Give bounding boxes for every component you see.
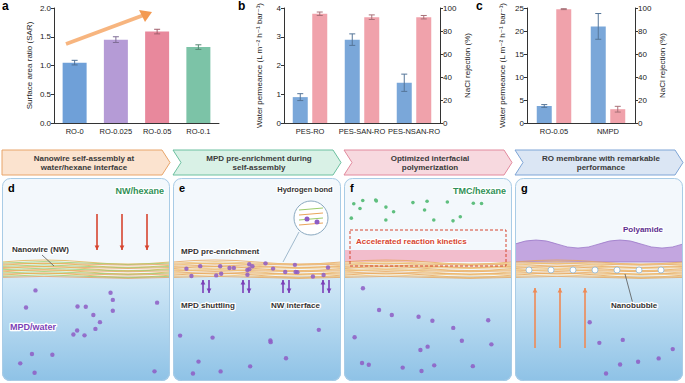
svg-text:NaCl rejection (%): NaCl rejection (%) — [658, 33, 667, 98]
svg-text:Hydrogen bond: Hydrogen bond — [277, 185, 333, 194]
svg-text:0.5: 0.5 — [40, 90, 52, 99]
svg-text:100: 100 — [638, 4, 652, 13]
svg-text:80: 80 — [443, 27, 452, 36]
svg-text:e: e — [179, 182, 185, 194]
svg-text:f: f — [350, 182, 354, 194]
svg-text:1.0: 1.0 — [40, 61, 52, 70]
svg-text:25: 25 — [515, 4, 524, 13]
svg-text:2.0: 2.0 — [40, 4, 52, 13]
svg-text:20: 20 — [443, 96, 452, 105]
svg-text:NMPD: NMPD — [597, 127, 620, 136]
svg-text:polymerization: polymerization — [402, 163, 459, 172]
svg-text:Polyamide: Polyamide — [623, 225, 664, 234]
svg-text:80: 80 — [638, 27, 647, 36]
svg-text:0: 0 — [443, 119, 448, 128]
svg-text:Nanowire self-assembly at: Nanowire self-assembly at — [34, 154, 135, 163]
svg-text:MPD/water: MPD/water — [10, 322, 57, 332]
svg-text:Optimized interfacial: Optimized interfacial — [391, 154, 470, 163]
svg-text:PES-NSAN-RO: PES-NSAN-RO — [388, 127, 440, 136]
svg-text:4: 4 — [277, 4, 282, 13]
svg-text:3: 3 — [277, 32, 282, 41]
svg-text:RO-0: RO-0 — [66, 127, 84, 136]
svg-text:10: 10 — [515, 73, 524, 82]
svg-text:40: 40 — [443, 73, 452, 82]
svg-text:d: d — [8, 182, 15, 194]
svg-text:20: 20 — [638, 96, 647, 105]
svg-text:0.0: 0.0 — [40, 119, 52, 128]
svg-text:MPD shuttling: MPD shuttling — [181, 301, 235, 310]
svg-text:RO-0.025: RO-0.025 — [100, 127, 133, 136]
svg-text:NW/hexane: NW/hexane — [115, 186, 164, 196]
svg-text:60: 60 — [638, 50, 647, 59]
svg-text:1.5: 1.5 — [40, 32, 52, 41]
svg-text:MPD pre-enrichment during: MPD pre-enrichment during — [206, 154, 311, 163]
svg-text:1: 1 — [277, 90, 282, 99]
svg-text:NW interface: NW interface — [271, 301, 320, 310]
svg-text:Water permeance (L m⁻² h⁻¹ bar: Water permeance (L m⁻² h⁻¹ bar⁻¹) — [255, 3, 264, 128]
svg-text:40: 40 — [638, 73, 647, 82]
svg-text:g: g — [521, 182, 528, 194]
svg-text:100: 100 — [443, 4, 457, 13]
svg-text:NaCl rejection (%): NaCl rejection (%) — [463, 33, 472, 98]
svg-text:2: 2 — [277, 61, 282, 70]
svg-text:MPD pre-enrichment: MPD pre-enrichment — [181, 247, 260, 256]
svg-text:b: b — [238, 0, 245, 13]
svg-text:c: c — [476, 0, 483, 13]
svg-text:PES-SAN-RO: PES-SAN-RO — [339, 127, 386, 136]
svg-text:PES-RO: PES-RO — [296, 127, 325, 136]
svg-text:Water permeance (L m⁻² h⁻¹ bar: Water permeance (L m⁻² h⁻¹ bar⁻¹) — [498, 3, 507, 128]
svg-text:water/hexane interface: water/hexane interface — [40, 163, 128, 172]
svg-text:15: 15 — [515, 50, 524, 59]
svg-text:Surface area ratio (SAR): Surface area ratio (SAR) — [25, 21, 34, 109]
svg-text:RO-0.1: RO-0.1 — [186, 127, 210, 136]
svg-text:self-assembly: self-assembly — [233, 163, 286, 172]
svg-text:RO-0.05: RO-0.05 — [143, 127, 171, 136]
svg-text:0: 0 — [277, 119, 282, 128]
svg-text:0: 0 — [638, 119, 643, 128]
svg-text:RO-0.05: RO-0.05 — [540, 127, 568, 136]
svg-text:performance: performance — [577, 163, 626, 172]
svg-text:a: a — [2, 0, 9, 13]
svg-text:0: 0 — [520, 119, 525, 128]
svg-text:Nanobubble: Nanobubble — [611, 301, 658, 310]
svg-text:Nanowire (NW): Nanowire (NW) — [12, 245, 69, 254]
svg-text:RO membrane with remarkable: RO membrane with remarkable — [542, 154, 660, 163]
svg-text:20: 20 — [515, 27, 524, 36]
svg-text:TMC/hexane: TMC/hexane — [453, 186, 506, 196]
svg-text:5: 5 — [520, 96, 525, 105]
svg-text:60: 60 — [443, 50, 452, 59]
svg-text:Accelerated reaction kinetics: Accelerated reaction kinetics — [356, 237, 467, 246]
